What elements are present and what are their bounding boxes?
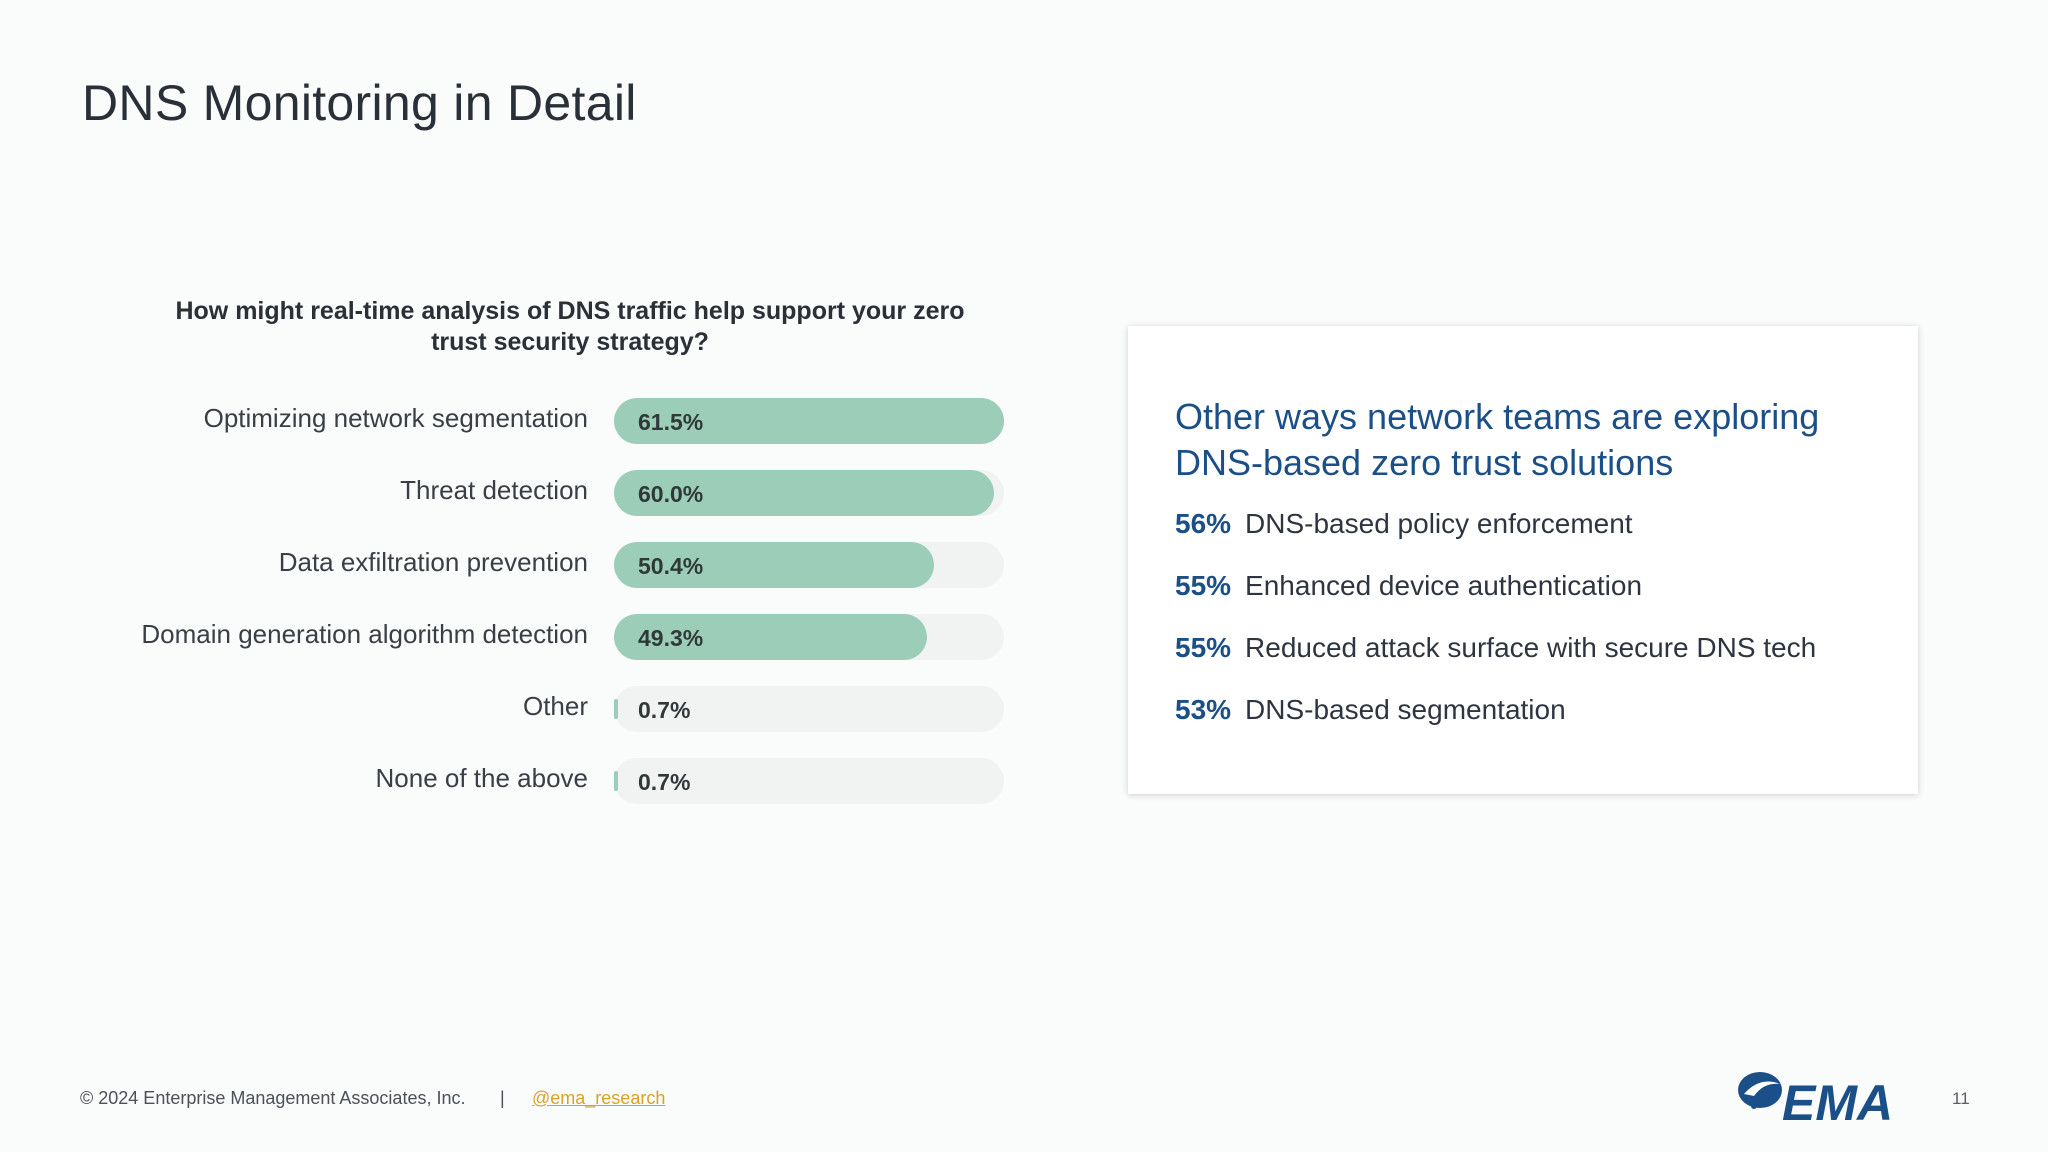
bar-track [614,398,1004,444]
chart-title: How might real-time analysis of DNS traf… [175,297,965,356]
ema-logo: EMA [1738,1072,1893,1126]
bar-category-label: Optimizing network segmentation [203,403,588,433]
bar [614,398,1004,444]
bar [614,542,934,588]
bar-value-label: 0.7% [638,769,691,795]
side-item: 55% Enhanced device authentication [1175,570,1915,610]
bar-row: Threat detection 60.0% [0,470,1010,516]
bar-row: None of the above 0.7% [0,758,1010,804]
bar-row: Optimizing network segmentation 61.5% [0,398,1010,444]
bar-row: Domain generation algorithm detection 49.… [0,614,1010,660]
bar-category-label: Other [522,691,588,721]
footer-separator: | [500,1088,505,1108]
side-item-text: Enhanced device authentication [1245,570,1643,601]
side-item-text: DNS-based policy enforcement [1245,508,1633,539]
bar-value-label: 0.7% [638,697,691,723]
bar [614,470,994,516]
bar-category-label: Data exfiltration prevention [278,547,588,577]
bar-track [614,542,1004,588]
bar-track [614,470,1004,516]
side-panel-heading: Other ways network teams are exploring D… [1175,396,1820,483]
ema-logo-text: EMA [1782,1075,1893,1126]
side-item-pct: 55% [1175,570,1232,601]
footer-handle-link[interactable]: @ema_research [532,1088,666,1108]
ema-swoosh-icon [1738,1072,1782,1109]
page-number: 11 [1952,1089,1970,1108]
bar [614,771,618,791]
slide-title: DNS Monitoring in Detail [82,75,637,131]
bar-category-label: Threat detection [400,475,588,505]
side-item-pct: 53% [1175,694,1232,725]
bar-row: Data exfiltration prevention 50.4% [0,542,1010,588]
bar-value-label: 61.5% [638,409,704,435]
side-item-pct: 56% [1175,508,1232,539]
side-panel-card: Other ways network teams are exploring D… [1128,326,1918,794]
bar-track [614,614,1004,660]
bar-category-label: None of the above [375,763,589,793]
side-item: 56% DNS-based policy enforcement [1175,508,1915,548]
bar-category-label: Domain generation algorithm detection [141,619,588,649]
footer-copyright: © 2024 Enterprise Management Associates,… [80,1088,466,1108]
side-item: 53% DNS-based segmentation [1175,694,1915,734]
side-item-text: Reduced attack surface with secure DNS t… [1245,632,1817,663]
side-item: 55% Reduced attack surface with secure DN… [1175,632,1915,672]
side-item-text: DNS-based segmentation [1245,694,1566,725]
bar-track [614,758,1004,804]
bar [614,614,927,660]
bar-track [614,686,1004,732]
bar-row: Other 0.7% [0,686,1010,732]
side-item-pct: 55% [1175,632,1232,663]
bar-value-label: 60.0% [638,481,704,507]
bar [614,699,618,719]
bar-value-label: 50.4% [638,553,704,579]
bar-value-label: 49.3% [638,625,704,651]
